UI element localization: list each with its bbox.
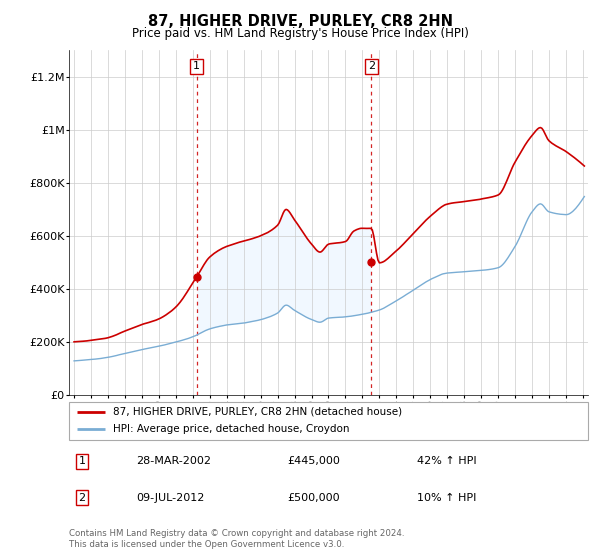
Text: 09-JUL-2012: 09-JUL-2012 — [136, 493, 205, 503]
Text: 2: 2 — [368, 61, 375, 71]
Text: 10% ↑ HPI: 10% ↑ HPI — [417, 493, 476, 503]
Text: £500,000: £500,000 — [287, 493, 340, 503]
Text: 87, HIGHER DRIVE, PURLEY, CR8 2HN (detached house): 87, HIGHER DRIVE, PURLEY, CR8 2HN (detac… — [113, 407, 402, 417]
Text: 28-MAR-2002: 28-MAR-2002 — [136, 456, 211, 466]
Text: 1: 1 — [79, 456, 85, 466]
Text: HPI: Average price, detached house, Croydon: HPI: Average price, detached house, Croy… — [113, 424, 350, 435]
Text: 87, HIGHER DRIVE, PURLEY, CR8 2HN: 87, HIGHER DRIVE, PURLEY, CR8 2HN — [148, 14, 452, 29]
Text: Contains HM Land Registry data © Crown copyright and database right 2024.
This d: Contains HM Land Registry data © Crown c… — [69, 529, 404, 549]
FancyBboxPatch shape — [69, 402, 588, 440]
Text: 1: 1 — [193, 61, 200, 71]
Text: 42% ↑ HPI: 42% ↑ HPI — [417, 456, 476, 466]
Text: Price paid vs. HM Land Registry's House Price Index (HPI): Price paid vs. HM Land Registry's House … — [131, 27, 469, 40]
Text: £445,000: £445,000 — [287, 456, 340, 466]
Text: 2: 2 — [79, 493, 86, 503]
